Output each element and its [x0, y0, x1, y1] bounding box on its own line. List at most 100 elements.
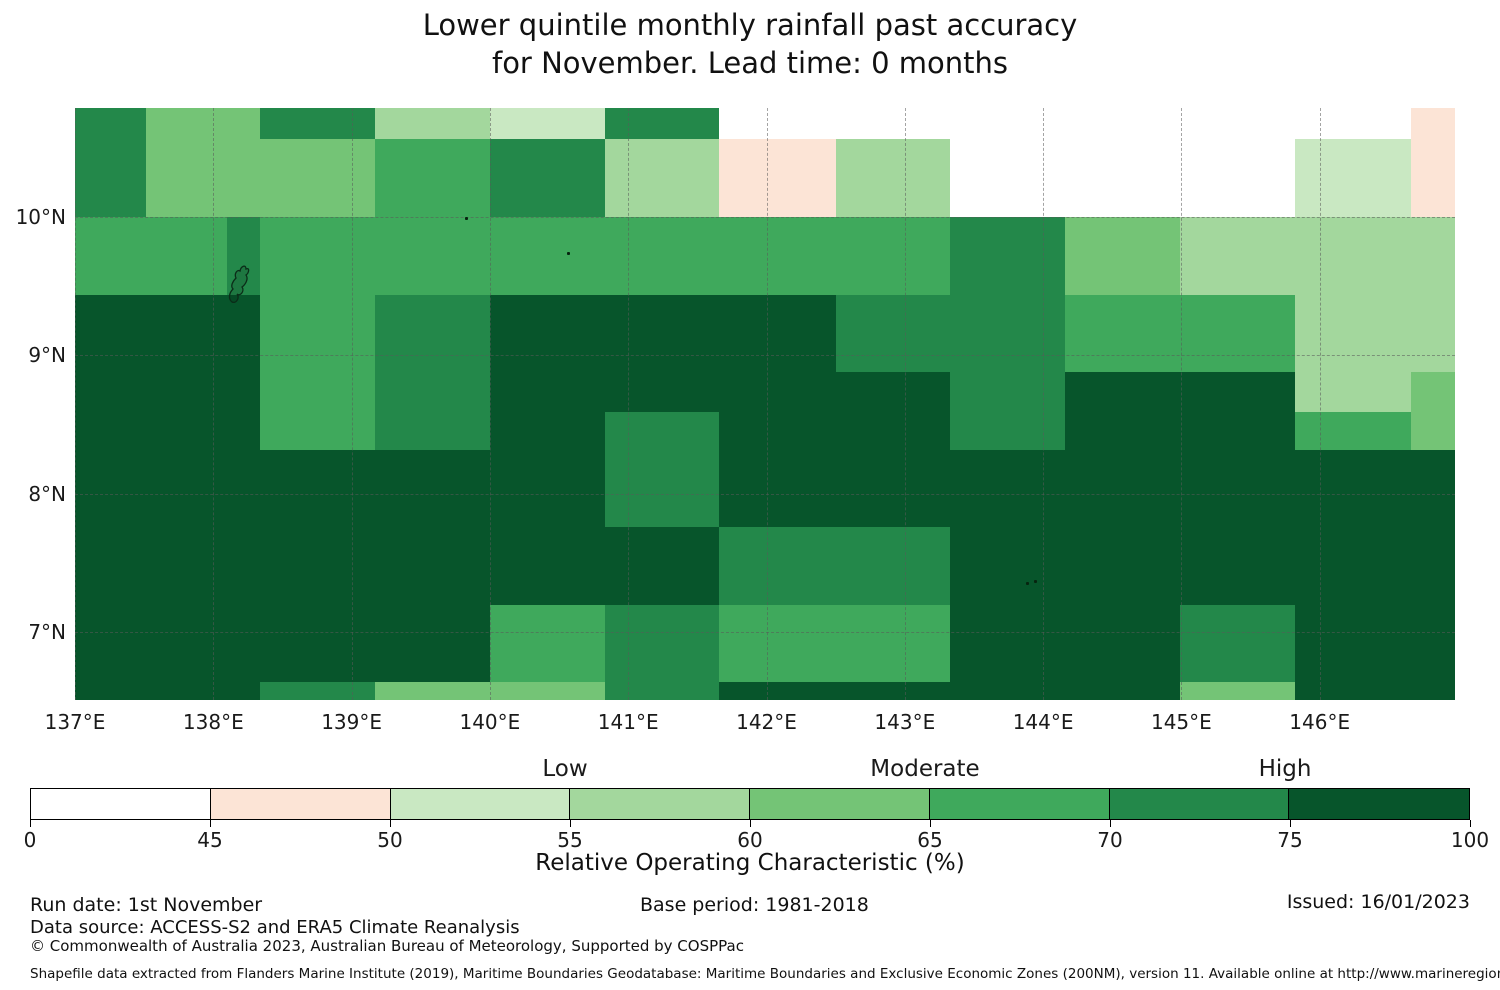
map-cell — [75, 217, 146, 295]
map-cell — [1410, 604, 1456, 683]
map-cell — [950, 449, 1066, 527]
map-cell — [1180, 372, 1295, 450]
colorbar-tick-mark — [570, 820, 571, 827]
map-cell — [75, 139, 146, 217]
map-cell — [145, 449, 261, 527]
map-cell — [260, 604, 376, 683]
colorbar-tick-mark — [1470, 820, 1471, 827]
map-cell — [260, 107, 376, 140]
colorbar-tick-label: 50 — [377, 828, 403, 852]
map-cell — [260, 527, 376, 605]
map-cell — [719, 682, 836, 700]
map-cell — [950, 527, 1066, 605]
map-cell — [604, 217, 720, 295]
footer-copyright: © Commonwealth of Australia 2023, Austra… — [30, 937, 744, 955]
map-cell — [835, 294, 951, 372]
colorbar-category-label: Low — [542, 756, 588, 782]
map-cell — [604, 604, 720, 683]
map-cell — [950, 372, 1066, 450]
x-axis-tick-label: 138°E — [182, 710, 244, 734]
map-cell — [1410, 139, 1456, 217]
colorbar-tick-mark — [1290, 820, 1291, 827]
map-cell — [604, 107, 720, 140]
chart-title: Lower quintile monthly rainfall past acc… — [0, 6, 1500, 82]
map-cell — [489, 449, 605, 527]
map-cell — [604, 449, 720, 527]
map-cell — [489, 682, 605, 700]
gridline-horizontal — [75, 493, 1455, 495]
gridline-horizontal — [75, 217, 1455, 218]
map-cell — [489, 294, 605, 372]
colorbar-tick-label: 60 — [737, 828, 763, 852]
map-cell — [489, 527, 605, 605]
map-cell — [950, 604, 1066, 683]
gridline-vertical — [766, 108, 768, 700]
gridline-vertical — [75, 108, 76, 700]
map-cell — [375, 372, 490, 450]
x-axis-tick-label: 146°E — [1289, 710, 1351, 734]
colorbar-tick-mark — [390, 820, 391, 827]
colorbar-axis-label: Relative Operating Characteristic (%) — [535, 850, 965, 876]
islet-dot — [1026, 582, 1029, 585]
map-cell — [604, 139, 720, 217]
map-cell — [1180, 527, 1295, 605]
colorbar-segment — [31, 789, 211, 819]
x-axis-tick-label: 140°E — [459, 710, 521, 734]
map-cell — [1294, 604, 1411, 683]
footer-shapefile-attribution: Shapefile data extracted from Flanders M… — [30, 966, 1500, 982]
colorbar-tick-label: 75 — [1277, 828, 1303, 852]
gridline-vertical — [904, 108, 906, 700]
map-cell — [1410, 682, 1456, 700]
colorbar — [30, 788, 1470, 820]
map-cell — [1065, 527, 1180, 605]
colorbar-tick-label: 100 — [1450, 828, 1490, 852]
map-cell — [1065, 372, 1180, 450]
gridline-vertical — [628, 108, 630, 700]
map-cell — [1294, 527, 1411, 605]
map-cell — [719, 217, 836, 295]
colorbar-segment — [210, 789, 391, 819]
map-cell — [719, 449, 836, 527]
map-cell — [489, 604, 605, 683]
map-cell — [375, 139, 490, 217]
map-cell — [1294, 217, 1411, 295]
colorbar-tick-mark — [1110, 820, 1111, 827]
islet-dot — [567, 252, 570, 255]
x-axis-tick-label: 139°E — [321, 710, 382, 734]
y-axis-tick-label: 8°N — [28, 481, 66, 506]
map-cell — [1294, 139, 1411, 217]
y-axis-tick-label: 10°N — [15, 205, 66, 229]
map-cell — [260, 449, 376, 527]
map-cell — [375, 604, 490, 683]
y-axis-tick-label: 7°N — [28, 620, 66, 645]
colorbar-tick-label: 45 — [197, 828, 223, 852]
footer-base-period: Base period: 1981-2018 — [640, 894, 869, 916]
map-cell — [260, 372, 376, 450]
map-cell — [75, 682, 146, 700]
map-cell — [145, 527, 261, 605]
map-cell — [145, 139, 261, 217]
islet-dot — [1034, 580, 1037, 583]
map-cell — [604, 527, 720, 605]
map-cell — [1065, 604, 1180, 683]
x-axis-tick-label: 142°E — [736, 710, 797, 734]
colorbar-segment — [1109, 789, 1290, 819]
map-cell — [375, 107, 490, 140]
gridline-horizontal — [75, 632, 1455, 634]
map-cell — [75, 294, 146, 372]
map-cell — [75, 449, 146, 527]
gridline-vertical — [1319, 108, 1321, 700]
colorbar-tick-label: 70 — [1097, 828, 1123, 852]
gridline-vertical — [351, 108, 353, 700]
footer-issued-date: Issued: 16/01/2023 — [1286, 891, 1470, 913]
chart-title-line2: for November. Lead time: 0 months — [491, 46, 1009, 80]
map-cell — [1065, 682, 1180, 700]
map-cell — [75, 604, 146, 683]
map-cell — [719, 294, 836, 372]
colorbar-category-label: Moderate — [870, 756, 980, 782]
map-cell — [1410, 449, 1456, 527]
map-cell — [145, 604, 261, 683]
map-cell — [145, 107, 261, 140]
map-cell — [719, 527, 836, 605]
